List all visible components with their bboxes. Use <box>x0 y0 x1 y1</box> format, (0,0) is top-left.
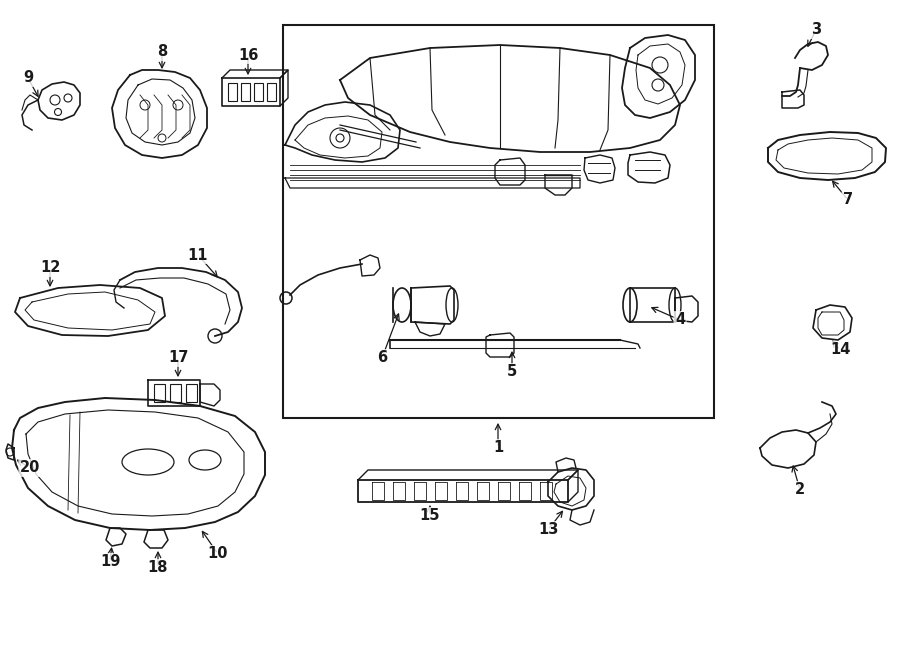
Text: 8: 8 <box>157 44 167 59</box>
Bar <box>170 384 181 402</box>
Text: 19: 19 <box>100 555 121 570</box>
Text: 5: 5 <box>507 364 517 379</box>
Text: 7: 7 <box>843 192 853 208</box>
Bar <box>267 83 276 101</box>
Text: 17: 17 <box>167 350 188 366</box>
Text: 4: 4 <box>675 313 685 327</box>
Bar <box>283 25 714 418</box>
Bar <box>186 384 197 402</box>
Text: 9: 9 <box>22 71 33 85</box>
Text: 18: 18 <box>148 561 168 576</box>
Text: 12: 12 <box>40 260 60 276</box>
Bar <box>254 83 263 101</box>
Text: 3: 3 <box>811 22 821 38</box>
Text: 15: 15 <box>419 508 440 524</box>
Text: 13: 13 <box>538 522 558 537</box>
Text: 6: 6 <box>377 350 387 366</box>
Text: 16: 16 <box>238 48 258 63</box>
Text: 1: 1 <box>493 440 503 455</box>
Bar <box>228 83 237 101</box>
Bar <box>241 83 250 101</box>
Text: 2: 2 <box>795 483 806 498</box>
Bar <box>154 384 165 402</box>
Text: 14: 14 <box>830 342 850 358</box>
Text: 10: 10 <box>208 547 229 561</box>
Text: 11: 11 <box>188 247 208 262</box>
Text: 20: 20 <box>20 461 40 475</box>
